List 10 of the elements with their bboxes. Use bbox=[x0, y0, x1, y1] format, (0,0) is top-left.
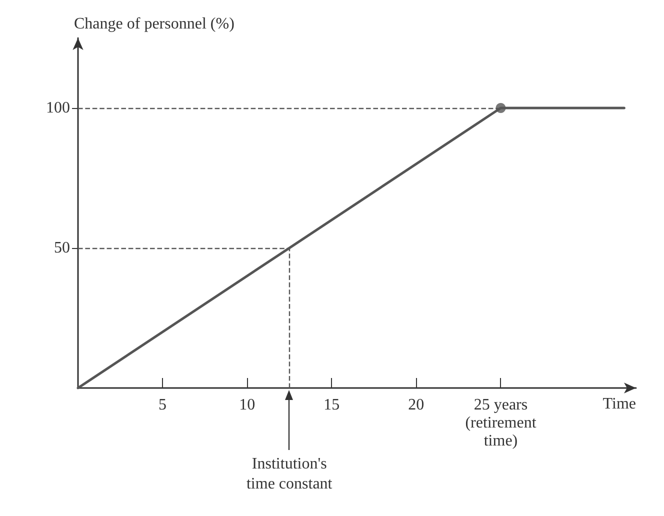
x-tick-label: 20 bbox=[408, 396, 424, 414]
y-tick-label: 100 bbox=[46, 100, 70, 116]
annotation: Institution's time constant bbox=[246, 456, 333, 492]
y-axis-title: Change of personnel (%) bbox=[74, 16, 234, 32]
x-tick-label: 5 bbox=[158, 396, 167, 414]
y-tick-label: 50 bbox=[54, 240, 70, 256]
x-axis-title: Time bbox=[602, 396, 636, 412]
x-tick-label: 15 bbox=[324, 396, 340, 414]
x-tick-label: 25 years (retirement time) bbox=[465, 396, 537, 450]
x-tick-label: 10 bbox=[239, 396, 256, 414]
